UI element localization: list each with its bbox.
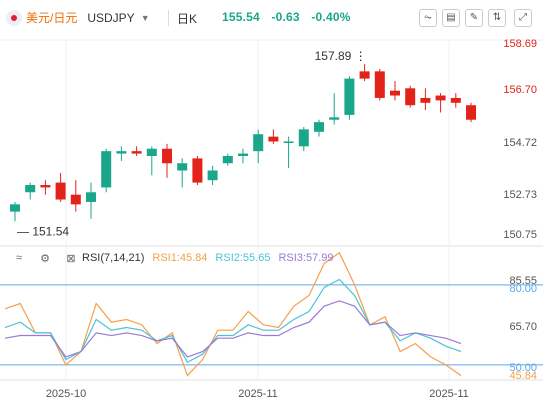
rsi2-line xyxy=(4,278,462,364)
candle-body xyxy=(55,182,66,200)
fullscreen-icon[interactable]: ⤢ xyxy=(514,9,532,27)
axis-label-2: 154.72 xyxy=(503,137,537,149)
candle-body xyxy=(344,78,355,115)
rsi3-value: RSI3:57.99 xyxy=(278,252,334,264)
candle-body xyxy=(405,88,416,106)
candle-body xyxy=(116,151,127,154)
candle-body xyxy=(222,155,233,164)
date-label: 2025-11 xyxy=(238,388,278,400)
rsi1-value: RSI1:45.84 xyxy=(152,252,208,264)
candle-body xyxy=(435,95,446,101)
candle-body xyxy=(374,71,385,98)
draw-icon[interactable]: ✎ xyxy=(465,9,483,27)
candle-body xyxy=(329,117,340,120)
candle-body xyxy=(314,122,324,132)
candle-body xyxy=(192,158,203,183)
axis-label-0: 158.69 xyxy=(503,38,537,50)
candle-body xyxy=(390,90,400,96)
candle-body xyxy=(207,170,218,181)
axis-label-4: 150.75 xyxy=(503,229,537,241)
low-price-label: — 151.54 xyxy=(17,224,69,238)
line-chart-icon[interactable]: ⏦ xyxy=(419,9,437,27)
symbol-selector[interactable]: 美元/日元 USDJPY ▼ xyxy=(6,9,150,26)
axis-label-1: 156.70 xyxy=(503,84,537,96)
rsi-axis-label-0: 85.55 xyxy=(509,275,537,287)
date-label: 2025-11 xyxy=(429,388,469,400)
rsi3-line xyxy=(4,300,462,358)
candle-body xyxy=(283,141,294,143)
price-change-pct: -0.40% xyxy=(311,10,351,24)
candle-body xyxy=(238,153,248,156)
rsi-axis-label-1: 80.00 xyxy=(509,283,537,295)
rsi-legend: ≈ ⚙ ⊠ RSI(7,14,21) RSI1:45.84 RSI2:55.65… xyxy=(0,249,334,267)
candle-body xyxy=(162,148,172,164)
pair-code: USDJPY xyxy=(87,10,135,25)
settings-icon[interactable]: ⚙ xyxy=(40,252,50,265)
price-change: -0.63 xyxy=(271,10,300,24)
candle-body xyxy=(10,204,20,212)
candle-body xyxy=(40,185,51,188)
quote: 155.54 -0.63 -0.40% xyxy=(222,10,359,24)
period-selector[interactable]: 日K xyxy=(177,12,198,26)
chart-header: 美元/日元 USDJPY ▼ 日K 155.54 -0.63 -0.40% ⏦ … xyxy=(0,0,543,40)
candle-body xyxy=(101,151,112,188)
candle-body xyxy=(177,163,188,171)
chevron-down-icon: ▼ xyxy=(140,12,150,23)
candle-body xyxy=(86,192,96,202)
candle-body xyxy=(450,97,461,103)
pair-name: 美元/日元 xyxy=(26,11,78,25)
candle-body xyxy=(359,71,370,79)
candle-body xyxy=(268,136,279,142)
currency-flag-icon xyxy=(6,9,22,26)
candle-body xyxy=(420,97,431,103)
high-price-label: 157.89 ⋮ xyxy=(315,49,367,63)
rsi-axis-label-2: 65.70 xyxy=(509,321,537,333)
divider xyxy=(168,10,169,26)
candle-body xyxy=(253,134,264,152)
rsi2-value: RSI2:55.65 xyxy=(215,252,271,264)
candle-body xyxy=(25,185,36,193)
candle-body xyxy=(146,148,157,156)
rsi-axis-label-4: 45.84 xyxy=(509,370,537,382)
axis-label-3: 152.73 xyxy=(503,189,537,201)
rsi-axis-label-3: 50.00 xyxy=(509,362,537,374)
candle-body xyxy=(466,105,476,120)
delete-icon[interactable]: ⊠ xyxy=(66,252,76,265)
candle-body xyxy=(70,194,81,205)
rsi1-line xyxy=(4,251,462,377)
compare-icon[interactable]: ⇅ xyxy=(488,9,506,27)
last-price: 155.54 xyxy=(222,10,260,24)
date-label: 2025-10 xyxy=(46,388,86,400)
candle-body xyxy=(298,129,309,147)
indicator-icon[interactable]: ▤ xyxy=(442,9,460,27)
candle-body xyxy=(131,151,142,154)
rsi-name: RSI(7,14,21) xyxy=(82,252,145,264)
collapse-icon[interactable]: ≈ xyxy=(15,252,23,264)
